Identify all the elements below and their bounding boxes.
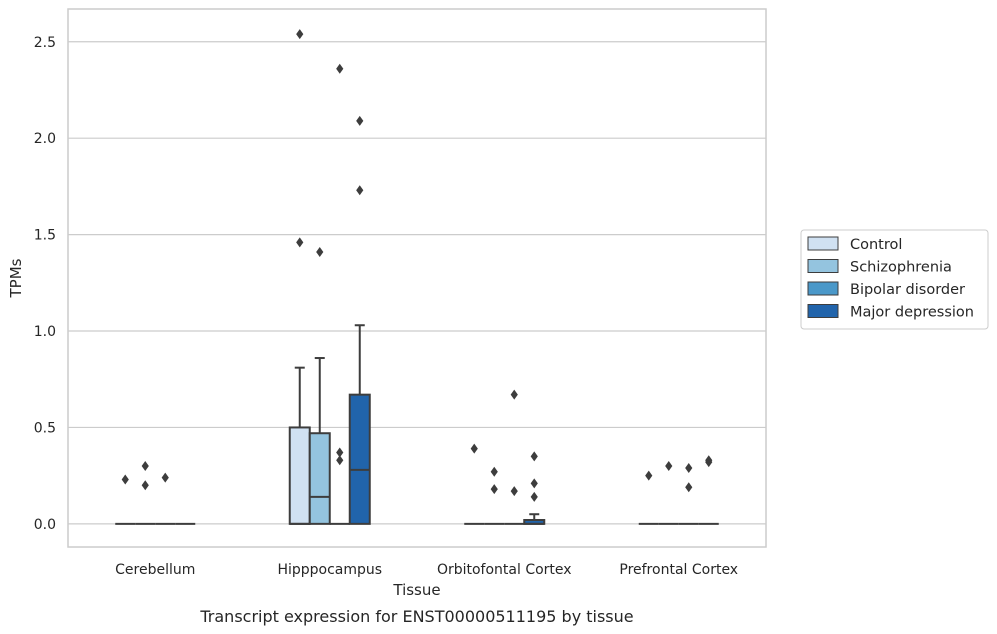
outlier-point <box>510 486 518 497</box>
outlier-point <box>490 484 498 495</box>
outlier-point <box>470 443 478 454</box>
boxes <box>115 29 719 525</box>
x-tick-label: Cerebellum <box>115 562 195 578</box>
y-tick-label: 1.5 <box>34 228 56 244</box>
outlier-point <box>141 461 149 472</box>
gridlines <box>68 41 766 525</box>
box-1-0 <box>288 29 311 525</box>
y-tick-label: 2.0 <box>34 131 56 147</box>
outlier-point <box>490 466 498 477</box>
outlier-point <box>336 63 344 74</box>
box-3-0 <box>638 470 659 525</box>
legend-label: Major depression <box>850 305 974 321</box>
outlier-point <box>121 474 129 485</box>
outlier-point <box>356 115 364 126</box>
y-tick-label: 1.0 <box>34 324 56 340</box>
outlier-point <box>336 447 344 458</box>
legend-swatch <box>807 259 839 273</box>
chart-caption: Transcript expression for ENST0000051119… <box>199 607 633 626</box>
box-3-1 <box>658 461 679 525</box>
x-tick-label: Prefrontal Cortex <box>619 562 738 578</box>
box-body <box>288 426 311 525</box>
y-tick-label: 2.5 <box>34 35 56 51</box>
box-2-2 <box>504 389 525 525</box>
legend-frame <box>800 229 989 330</box>
legend-item: Bipolar disorder <box>807 281 965 298</box>
legend-swatch <box>807 281 839 296</box>
box-3-3 <box>698 455 719 525</box>
y-tick-label: 0.0 <box>34 517 56 533</box>
outlier-point <box>336 455 344 466</box>
legend-label: Control <box>850 237 902 253</box>
outlier-point <box>356 185 364 196</box>
outlier-point <box>530 451 538 462</box>
outlier-point <box>530 491 538 502</box>
outlier-point <box>316 246 324 257</box>
y-axis-label: TPMs <box>7 258 25 298</box>
box-0-1 <box>135 461 156 525</box>
x-tick-labels: Cerebellum Hipppocampus Orbitofontal Corte… <box>115 562 738 578</box>
legend-item: Major depression <box>807 304 974 321</box>
box-2-3 <box>523 451 546 525</box>
legend-label: Schizophrenia <box>850 260 952 276</box>
box-body <box>308 432 331 525</box>
box-3-2 <box>678 462 699 525</box>
box-1-2 <box>329 63 350 525</box>
x-tick-label: Hipppocampus <box>277 562 382 578</box>
outlier-point <box>296 237 304 248</box>
x-axis-label: Tissue <box>392 581 440 599</box>
y-tick-labels: 0.0 0.5 1.0 1.5 2.0 2.5 <box>34 35 56 533</box>
y-tick-label: 0.5 <box>34 420 56 436</box>
box-0-2 <box>155 472 176 525</box>
outlier-point <box>141 480 149 491</box>
outlier-point <box>685 482 693 493</box>
outlier-point <box>296 29 304 40</box>
legend-swatch <box>807 236 839 251</box>
outlier-point <box>685 462 693 473</box>
box-0-0 <box>115 474 136 525</box>
x-tick-label: Orbitofontal Cortex <box>437 562 572 578</box>
box-2-0 <box>464 443 485 525</box>
box-2-1 <box>484 466 505 525</box>
outlier-point <box>510 389 518 400</box>
outlier-point <box>161 472 169 483</box>
legend-item: Control <box>807 236 902 253</box>
legend: Control Schizophrenia Bipolar disorder Majo… <box>800 229 989 330</box>
legend-item: Schizophrenia <box>807 259 952 276</box>
outlier-point <box>665 461 673 472</box>
outlier-point <box>645 470 653 481</box>
legend-label: Bipolar disorder <box>850 282 965 298</box>
legend-swatch <box>807 304 839 318</box>
box-1-1 <box>308 246 331 525</box>
outlier-point <box>705 455 713 466</box>
box-1-3 <box>348 115 371 525</box>
outlier-point <box>530 478 538 489</box>
box-body <box>348 393 371 525</box>
plot-frame <box>67 8 767 548</box>
